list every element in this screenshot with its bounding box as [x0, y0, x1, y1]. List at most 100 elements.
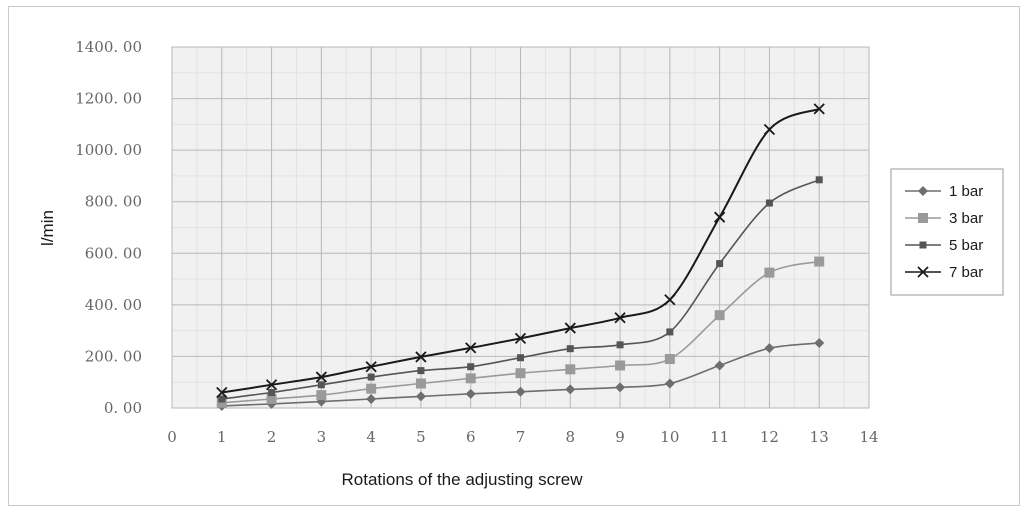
x-tick-label: 1 [217, 428, 227, 446]
data-point-3-bar [565, 364, 576, 375]
y-tick-label: 200. 00 [85, 347, 142, 365]
data-point-3-bar [664, 354, 675, 365]
x-tick-label: 7 [516, 428, 526, 446]
line-chart: 0. 00 200. 00 400. 00 600. 00 800. 00 1000. 0… [38, 38, 1004, 489]
series-1-bar [216, 338, 825, 411]
legend-marker-7-bar-stroke [917, 266, 929, 278]
data-point-3-bar [814, 256, 825, 267]
legend-label-5-bar: 5 bar [949, 237, 983, 254]
data-point-7-bar-stroke [415, 351, 427, 363]
x-tick-label: 11 [710, 428, 729, 446]
data-point-5-bar [467, 363, 475, 371]
series-5-bar [218, 176, 823, 403]
series-layer [216, 103, 825, 411]
data-point-7-bar-stroke [465, 342, 477, 354]
data-point-1-bar [714, 360, 725, 371]
y-tick-label: 1000. 00 [75, 141, 142, 159]
data-point-7-bar [315, 371, 327, 383]
data-point-3-bar [266, 393, 277, 404]
y-tick-label: 1400. 00 [75, 38, 142, 56]
x-tick-label: 4 [366, 428, 376, 446]
data-point-5-bar [716, 260, 724, 268]
data-point-1-bar [664, 378, 675, 389]
legend-item-1-bar: 1 bar [905, 183, 983, 200]
data-point-5-bar [317, 381, 325, 389]
data-point-3-bar [216, 397, 227, 408]
x-tick-label: 12 [760, 428, 779, 446]
data-point-7-bar [514, 332, 527, 345]
x-axis-title: Rotations of the adjusting screw [342, 470, 584, 489]
data-point-7-bar [813, 103, 825, 115]
y-tick-label: 400. 00 [85, 296, 142, 314]
data-point-7-bar-stroke [514, 332, 527, 345]
legend: 1 bar 3 bar 5 bar 7 bar [890, 168, 1004, 296]
data-point-7-bar [216, 386, 228, 399]
legend-item-3-bar: 3 bar [905, 210, 983, 227]
data-point-5-bar [765, 199, 773, 207]
x-tick-label: 6 [466, 428, 476, 446]
data-point-1-bar [565, 384, 576, 395]
data-point-3-bar [465, 373, 476, 384]
data-point-5-bar [268, 389, 276, 397]
data-point-1-bar [366, 393, 377, 404]
data-point-3-bar [714, 310, 725, 321]
legend-marker-1-bar [918, 186, 928, 196]
data-point-3-bar [515, 368, 526, 379]
data-point-5-bar [566, 345, 574, 353]
x-tick-label: 13 [810, 428, 829, 446]
data-point-3-bar [415, 378, 426, 389]
data-point-7-bar-stroke [265, 379, 278, 391]
legend-marker-5-bar [919, 241, 927, 249]
legend-label-7-bar: 7 bar [949, 264, 983, 281]
x-tick-label: 14 [859, 428, 878, 446]
x-tick-label: 2 [267, 428, 277, 446]
data-point-5-bar [417, 367, 425, 375]
x-tick-label: 3 [317, 428, 327, 446]
data-point-7-bar [265, 379, 278, 391]
data-point-7-bar-stroke [664, 294, 676, 306]
data-point-1-bar [615, 382, 626, 393]
data-point-5-bar [666, 328, 674, 336]
data-point-7-bar-stroke [614, 312, 626, 324]
y-tick-label: 800. 00 [85, 193, 142, 211]
y-tick-label: 0. 00 [104, 399, 142, 417]
data-point-7-bar-stroke [763, 123, 776, 136]
grid-lines [171, 46, 870, 409]
data-point-7-bar-stroke [365, 361, 377, 373]
x-tick-label: 0 [167, 428, 177, 446]
y-axis-ticks: 0. 00 200. 00 400. 00 600. 00 800. 00 1000. 0… [75, 38, 142, 417]
data-point-7-bar [564, 322, 576, 334]
data-point-7-bar [614, 312, 626, 324]
y-tick-label: 1200. 00 [75, 90, 142, 108]
y-tick-label: 600. 00 [85, 244, 142, 262]
x-tick-label: 5 [416, 428, 426, 446]
data-point-7-bar [365, 361, 377, 373]
legend-box [890, 168, 1004, 296]
data-point-5-bar [616, 341, 624, 349]
data-point-3-bar [316, 390, 327, 401]
data-point-1-bar [515, 386, 526, 397]
data-point-7-bar [465, 342, 477, 354]
data-point-7-bar-stroke [315, 371, 327, 383]
data-point-1-bar [415, 391, 426, 402]
data-point-5-bar [218, 395, 226, 403]
data-point-5-bar [815, 176, 823, 184]
x-tick-label: 8 [566, 428, 576, 446]
x-axis-ticks: 0 1 2 3 4 5 6 7 8 9 10 11 12 13 14 [167, 428, 878, 446]
data-point-1-bar [814, 338, 825, 349]
legend-item-7-bar: 7 bar [905, 264, 983, 281]
data-point-1-bar [764, 343, 775, 354]
data-point-7-bar [415, 351, 427, 363]
data-point-5-bar [367, 373, 375, 381]
data-point-7-bar [763, 123, 776, 136]
data-point-7-bar [664, 294, 676, 306]
legend-marker-3-bar [918, 213, 928, 223]
data-point-7-bar-stroke [564, 322, 576, 334]
data-point-7-bar [714, 211, 726, 223]
legend-label-3-bar: 3 bar [949, 210, 983, 227]
data-point-3-bar [764, 267, 775, 278]
x-tick-label: 10 [660, 428, 679, 446]
data-point-3-bar [615, 360, 626, 371]
chart-frame: 0. 00 200. 00 400. 00 600. 00 800. 00 1000. 0… [8, 6, 1020, 506]
series-7-bar [216, 103, 825, 399]
